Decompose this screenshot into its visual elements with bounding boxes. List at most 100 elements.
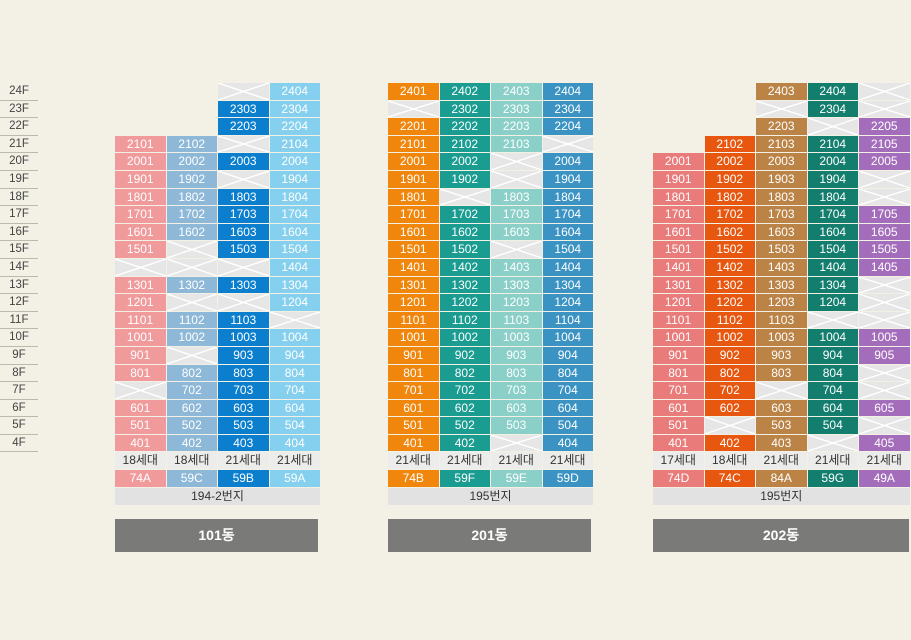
unit-cell: 1901 — [388, 170, 439, 188]
lot-number: 195번지 — [653, 488, 910, 506]
unit-cell: 604 — [542, 399, 593, 417]
unit-type: 59D — [542, 470, 593, 488]
unit-cell: 1001 — [115, 329, 166, 346]
unit-cell: 403 — [218, 434, 269, 452]
unavailable-unit — [218, 135, 269, 153]
unit-cell: 602 — [166, 399, 217, 417]
unit-cell: 1003 — [491, 329, 542, 346]
unit-cell: 704 — [807, 382, 858, 399]
unit-type: 59G — [807, 470, 858, 488]
floor-labels: 24F 23F 22F 21F 20F 19F 18F 17F 16F 15F 14F 13F 12F 1… — [0, 83, 38, 453]
unit-cell: 2304 — [807, 100, 858, 118]
unit-cell: 1604 — [807, 223, 858, 241]
unit-cell: 1501 — [653, 241, 704, 258]
unit-cell: 601 — [653, 399, 704, 417]
unit-cell: 503 — [491, 417, 542, 434]
unit-cell: 1104 — [542, 311, 593, 329]
unit-cell: 904 — [269, 346, 320, 364]
unit-cell: 2002 — [439, 153, 490, 170]
unit-cell: 2304 — [269, 100, 320, 118]
unavailable-unit — [166, 241, 217, 258]
unit-cell: 1502 — [704, 241, 755, 258]
household-count: 21세대 — [807, 452, 858, 470]
unavailable-unit — [166, 294, 217, 311]
unit-cell: 2201 — [388, 118, 439, 135]
unit-cell: 1703 — [756, 206, 807, 223]
unit-type: 59A — [269, 470, 320, 488]
unit-cell: 503 — [218, 417, 269, 434]
building-name-202: 202동 — [653, 519, 909, 552]
unit-cell: 1904 — [807, 170, 858, 188]
unit-type: 74A — [115, 470, 166, 488]
unavailable-unit — [115, 382, 166, 399]
unit-cell: 1703 — [218, 206, 269, 223]
unit-cell: 504 — [542, 417, 593, 434]
unit-cell: 504 — [807, 417, 858, 434]
floor-label: 8F — [0, 365, 38, 383]
unavailable-unit — [859, 100, 910, 118]
unit-cell: 1302 — [704, 276, 755, 294]
unit-cell: 1303 — [756, 276, 807, 294]
unit-cell: 603 — [756, 399, 807, 417]
unit-cell: 1802 — [166, 188, 217, 206]
unit-cell: 2003 — [218, 153, 269, 170]
unit-cell: 2303 — [218, 100, 269, 118]
household-count: 21세대 — [439, 452, 490, 470]
unit-cell: 1803 — [491, 188, 542, 206]
unit-cell: 1703 — [491, 206, 542, 223]
floor-label: 10F — [0, 329, 38, 347]
unit-cell: 1402 — [439, 258, 490, 276]
unit-cell: 2102 — [704, 135, 755, 153]
unit-cell: 2102 — [439, 135, 490, 153]
household-count: 21세대 — [269, 452, 320, 470]
floor-label: 20F — [0, 153, 38, 171]
unit-cell: 1001 — [388, 329, 439, 346]
unit-cell: 1103 — [756, 311, 807, 329]
unit-grid: 2404 2303 2304 2203 2204 2101 2102 2104 2001 2002… — [115, 83, 320, 488]
unit-cell: 502 — [166, 417, 217, 434]
unit-cell: 1504 — [807, 241, 858, 258]
unit-cell: 904 — [542, 346, 593, 364]
unit-cell: 1102 — [704, 311, 755, 329]
unit-cell: 1803 — [218, 188, 269, 206]
unit-cell: 701 — [388, 382, 439, 399]
unit-cell: 1705 — [859, 206, 910, 223]
unit-cell: 1901 — [653, 170, 704, 188]
unit-cell: 2001 — [388, 153, 439, 170]
unit-cell: 1702 — [704, 206, 755, 223]
unit-cell: 2103 — [491, 135, 542, 153]
building-name-201: 201동 — [388, 519, 591, 552]
unavailable-unit — [218, 83, 269, 100]
unit-type: 74D — [653, 470, 704, 488]
unit-cell: 2103 — [756, 135, 807, 153]
unit-cell: 1604 — [542, 223, 593, 241]
floor-label: 7F — [0, 382, 38, 400]
unit-cell: 1003 — [218, 329, 269, 346]
lot-number: 194-2번지 — [115, 488, 320, 506]
unit-cell: 402 — [439, 434, 490, 452]
unit-cell: 2304 — [542, 100, 593, 118]
unit-cell: 905 — [859, 346, 910, 364]
unit-cell: 803 — [756, 364, 807, 382]
unit-cell: 602 — [439, 399, 490, 417]
unit-cell: 405 — [859, 434, 910, 452]
unit-cell: 1801 — [388, 188, 439, 206]
unit-cell: 1102 — [439, 311, 490, 329]
unit-cell: 903 — [218, 346, 269, 364]
unit-cell: 503 — [756, 417, 807, 434]
unit-cell: 2303 — [491, 100, 542, 118]
unit-grid: 2401 2402 2403 2404 2302 2303 2304 2201 2202 2203… — [388, 83, 593, 488]
unavailable-unit — [388, 100, 439, 118]
unit-type: 59F — [439, 470, 490, 488]
unit-cell: 1304 — [807, 276, 858, 294]
unit-cell: 1802 — [704, 188, 755, 206]
unit-cell: 404 — [269, 434, 320, 452]
unit-cell: 1004 — [807, 329, 858, 346]
unavailable-unit — [542, 135, 593, 153]
unit-cell: 801 — [115, 364, 166, 382]
unavailable-unit — [491, 153, 542, 170]
unit-cell: 1201 — [653, 294, 704, 311]
unit-type: 74B — [388, 470, 439, 488]
unit-cell: 702 — [704, 382, 755, 399]
unit-cell: 804 — [807, 364, 858, 382]
